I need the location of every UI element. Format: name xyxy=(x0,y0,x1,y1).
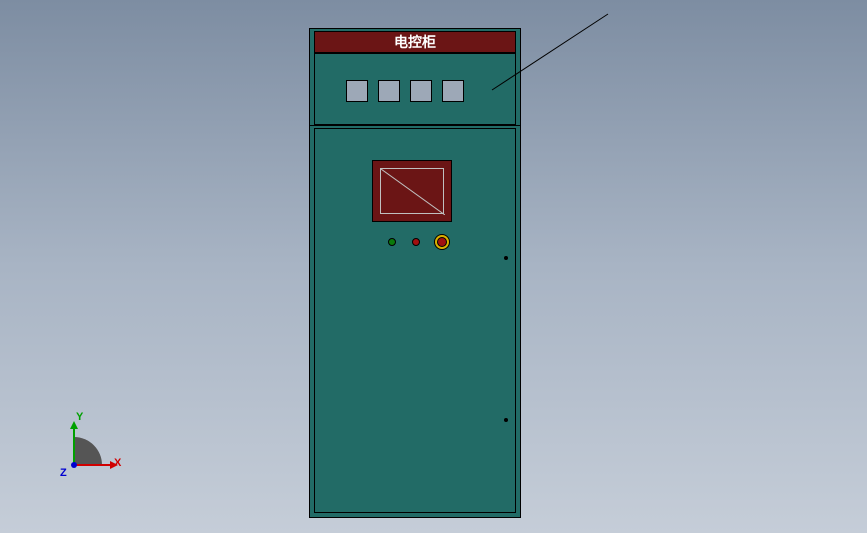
door-handle-lower xyxy=(504,418,508,422)
vent-4 xyxy=(442,80,464,102)
cabinet-title: 电控柜 xyxy=(394,34,436,50)
estop-button xyxy=(437,237,447,247)
z-axis-label: Z xyxy=(60,467,67,479)
triad-arc xyxy=(74,437,102,465)
coordinate-triad: Y X Z xyxy=(64,415,124,475)
x-axis-label: X xyxy=(114,457,121,469)
red-led xyxy=(412,238,420,246)
cabinet-header: 电控柜 xyxy=(314,31,516,53)
y-axis-label: Y xyxy=(76,411,83,423)
vent-1 xyxy=(346,80,368,102)
green-led xyxy=(388,238,396,246)
door-handle-upper xyxy=(504,256,508,260)
hmi-screen-inner xyxy=(380,168,444,214)
vent-2 xyxy=(378,80,400,102)
z-axis xyxy=(71,462,77,468)
screen-diagonal xyxy=(381,169,445,215)
cabinet-divider xyxy=(309,125,521,126)
vent-3 xyxy=(410,80,432,102)
